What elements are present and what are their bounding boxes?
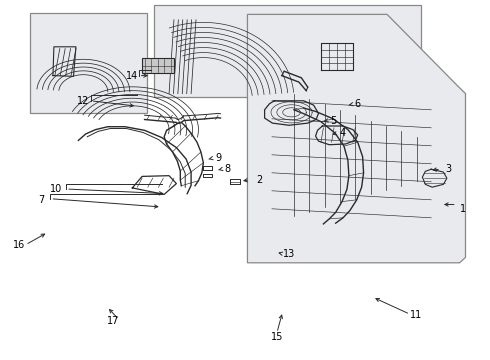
Text: 16: 16 (13, 240, 24, 250)
Text: 10: 10 (50, 184, 63, 194)
Bar (154, 5, 421, 97)
Bar (30, 13, 147, 113)
Text: 5: 5 (330, 116, 336, 126)
Polygon shape (247, 14, 466, 263)
Text: 9: 9 (215, 153, 221, 163)
Text: 8: 8 (225, 164, 231, 174)
Text: 2: 2 (257, 175, 263, 185)
Text: 12: 12 (77, 96, 90, 106)
Text: 7: 7 (39, 195, 45, 205)
Text: 1: 1 (460, 204, 466, 214)
Text: 14: 14 (126, 71, 138, 81)
Text: 15: 15 (270, 332, 283, 342)
Text: 4: 4 (340, 128, 346, 138)
Text: 13: 13 (283, 249, 295, 259)
Text: 11: 11 (411, 310, 422, 320)
Text: 3: 3 (445, 164, 451, 174)
Text: 17: 17 (106, 316, 119, 326)
Text: 6: 6 (355, 99, 361, 109)
Bar (142, 58, 174, 73)
